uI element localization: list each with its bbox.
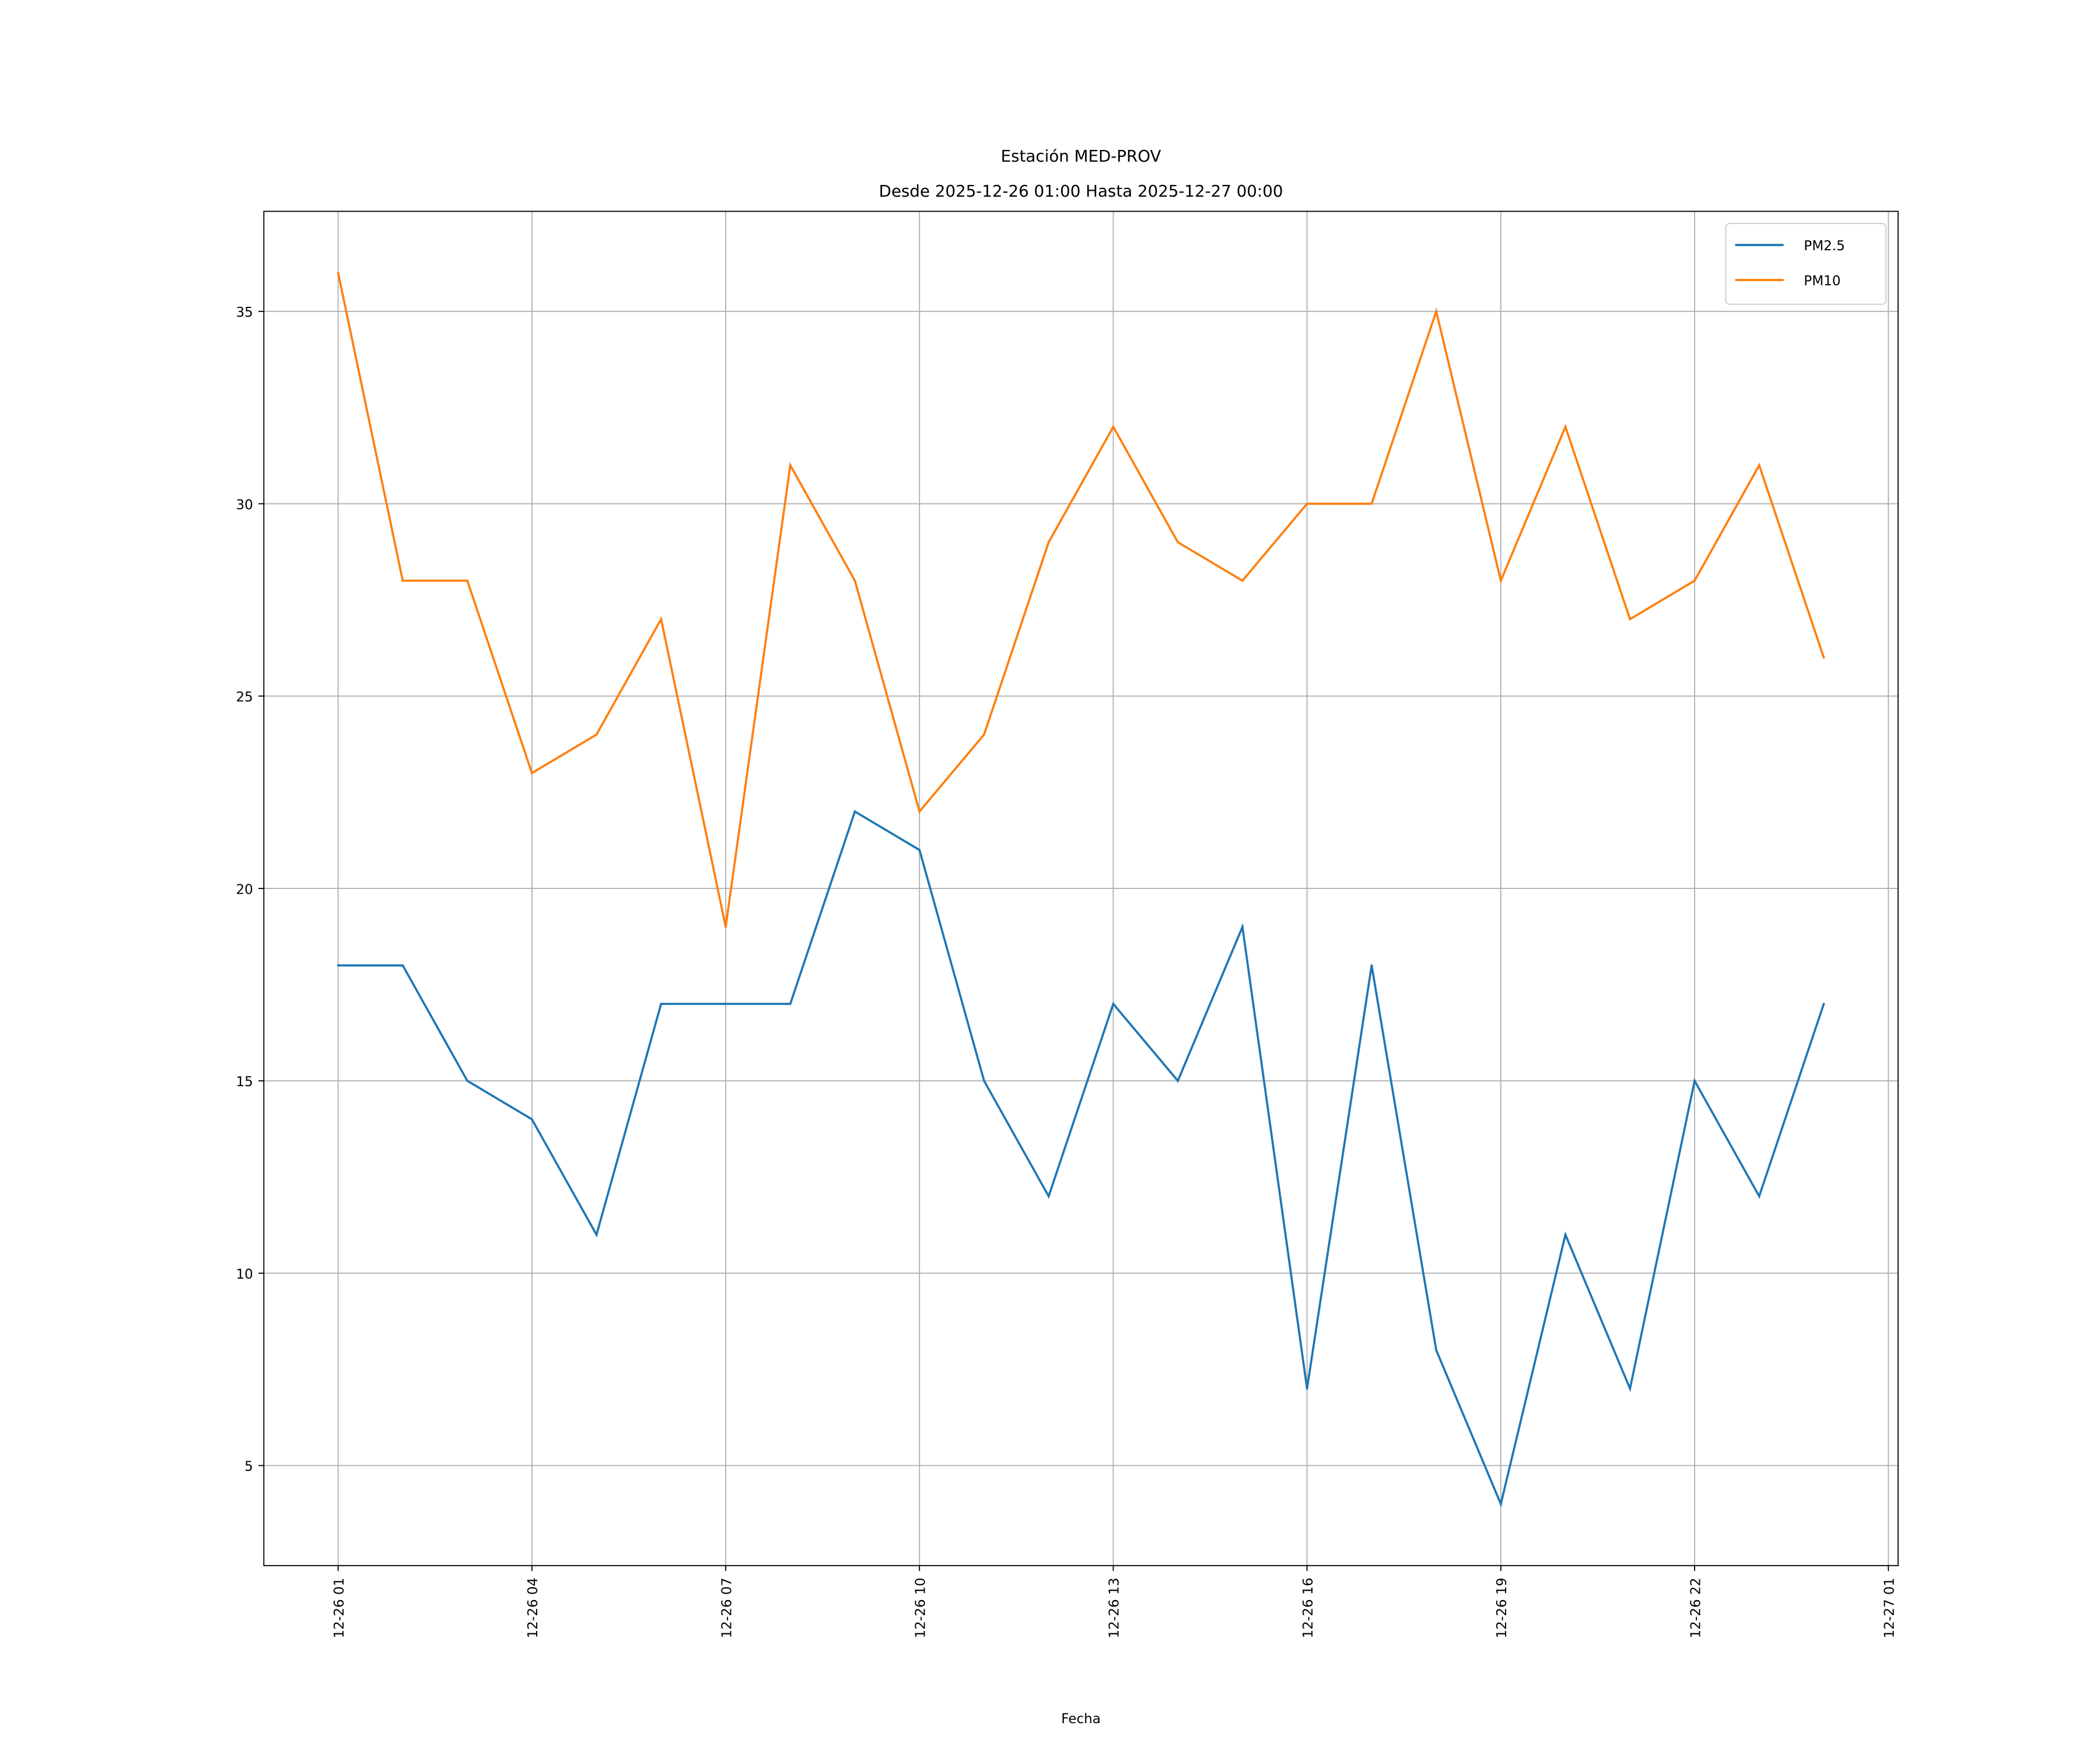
- chart-title-line1: Estación MED-PROV: [1001, 146, 1161, 166]
- data-point: [1177, 541, 1180, 544]
- data-point: [1241, 579, 1244, 582]
- data-point: [1112, 425, 1115, 428]
- y-tick-label: 5: [244, 1460, 253, 1475]
- data-point: [1693, 579, 1696, 582]
- data-point: [337, 271, 340, 274]
- data-point: [466, 579, 468, 582]
- y-tick-label: 25: [236, 690, 253, 705]
- data-point: [789, 464, 792, 467]
- y-tick-label: 20: [236, 882, 253, 897]
- data-point: [531, 1118, 533, 1121]
- data-point: [1822, 656, 1825, 659]
- data-point: [853, 579, 856, 582]
- data-point: [1370, 502, 1373, 505]
- x-tick-label: 12-26 01: [332, 1578, 347, 1639]
- data-point: [531, 772, 533, 775]
- data-point: [1306, 502, 1308, 505]
- data-point: [1370, 964, 1373, 967]
- legend: PM2.5 PM10: [1725, 223, 1887, 305]
- grid-lines: [264, 211, 1898, 1566]
- data-point: [1499, 579, 1502, 582]
- x-tick-label: 12-26 10: [913, 1578, 928, 1639]
- data-point: [983, 1079, 985, 1082]
- data-point: [1177, 1079, 1180, 1082]
- x-tick-label: 12-26 04: [526, 1578, 541, 1639]
- data-point: [983, 733, 985, 736]
- y-tick-label: 35: [236, 305, 253, 320]
- data-point: [1693, 1079, 1696, 1082]
- series-lines: [337, 271, 1825, 1508]
- data-point: [1435, 1349, 1437, 1352]
- axis-ticks: 12-26 01 12-26 04 12-26 07 12-26 10 12-26 13…: [236, 305, 1897, 1638]
- legend-label: PM10: [1804, 274, 1840, 289]
- x-tick-label: 12-26 22: [1688, 1578, 1703, 1639]
- series-line-pm25: [338, 810, 1825, 1508]
- data-point: [1758, 1195, 1760, 1198]
- x-tick-label: 12-26 07: [719, 1578, 734, 1639]
- y-tick-label: 10: [236, 1267, 253, 1282]
- x-tick-label: 12-26 19: [1494, 1578, 1510, 1639]
- data-point: [1047, 1195, 1050, 1198]
- data-point: [1306, 1387, 1308, 1390]
- x-tick-label: 12-27 01: [1882, 1578, 1897, 1639]
- x-tick-label: 12-26 16: [1301, 1578, 1316, 1639]
- chart-title-line2: Desde 2025-12-26 01:00 Hasta 2025-12-27 …: [879, 181, 1283, 201]
- data-point: [1499, 1503, 1502, 1506]
- data-point: [1112, 1003, 1115, 1005]
- data-point: [660, 618, 663, 621]
- data-point: [1241, 926, 1244, 928]
- data-point: [918, 810, 921, 813]
- data-point: [1564, 1233, 1567, 1236]
- data-point: [724, 1003, 727, 1005]
- x-tick-label: 12-26 13: [1107, 1578, 1122, 1639]
- data-point: [1564, 425, 1567, 428]
- x-axis-label: Fecha: [1061, 1712, 1101, 1727]
- data-point: [466, 1079, 468, 1082]
- data-point: [1629, 618, 1632, 621]
- data-point: [1629, 1387, 1632, 1390]
- data-point: [660, 1003, 663, 1005]
- data-point: [918, 849, 921, 851]
- y-tick-label: 30: [236, 498, 253, 513]
- data-point: [595, 733, 598, 736]
- data-point: [1047, 541, 1050, 544]
- data-point: [401, 579, 404, 582]
- data-point: [1822, 1003, 1825, 1005]
- data-point: [595, 1233, 598, 1236]
- data-point: [401, 964, 404, 967]
- data-point: [1758, 464, 1760, 467]
- data-point: [724, 926, 727, 928]
- data-point: [789, 1003, 792, 1005]
- series-line-pm10: [337, 272, 1825, 928]
- data-point: [337, 964, 340, 967]
- legend-label: PM2.5: [1804, 239, 1845, 254]
- y-tick-label: 15: [236, 1074, 253, 1090]
- data-point: [853, 810, 856, 813]
- data-point: [1435, 310, 1437, 313]
